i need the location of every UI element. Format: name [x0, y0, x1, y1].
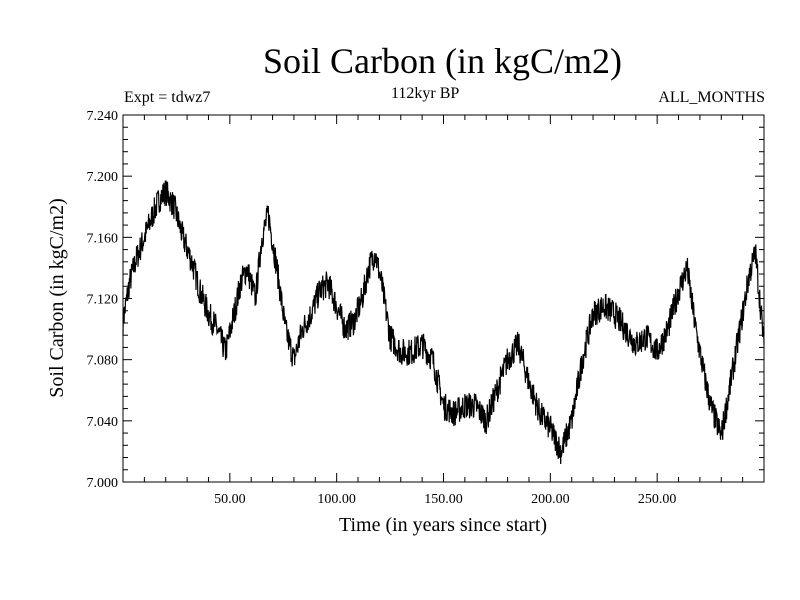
- y-axis-label: Soil Carbon (in kgC/m2): [46, 198, 68, 397]
- y-tick-label: 7.240: [87, 109, 119, 124]
- experiment-label: Expt = tdwz7: [124, 89, 211, 106]
- y-tick-label: 7.000: [87, 476, 119, 491]
- chart-title: Soil Carbon (in kgC/m2): [263, 41, 622, 81]
- x-tick-label: 150.00: [424, 492, 463, 507]
- y-tick-label: 7.200: [87, 170, 119, 185]
- x-tick-label: 50.00: [214, 492, 246, 507]
- plot-frame: [122, 114, 765, 483]
- chart-subtitle: 112kyr BP: [391, 85, 460, 102]
- x-axis-label: Time (in years since start): [339, 514, 547, 536]
- y-tick-label: 7.040: [87, 415, 119, 430]
- series-line: [122, 180, 765, 464]
- x-tick-label: 250.00: [638, 492, 677, 507]
- x-tick-label: 200.00: [531, 492, 570, 507]
- y-tick-label: 7.120: [87, 293, 119, 308]
- y-tick-label: 7.080: [87, 354, 119, 369]
- months-label: ALL_MONTHS: [658, 89, 765, 106]
- y-tick-label: 7.160: [87, 231, 119, 246]
- x-tick-label: 100.00: [317, 492, 356, 507]
- axis-ticks: 50.00 100.00 150.00 200.00 250.00 7.000 7.040 7…: [87, 109, 764, 507]
